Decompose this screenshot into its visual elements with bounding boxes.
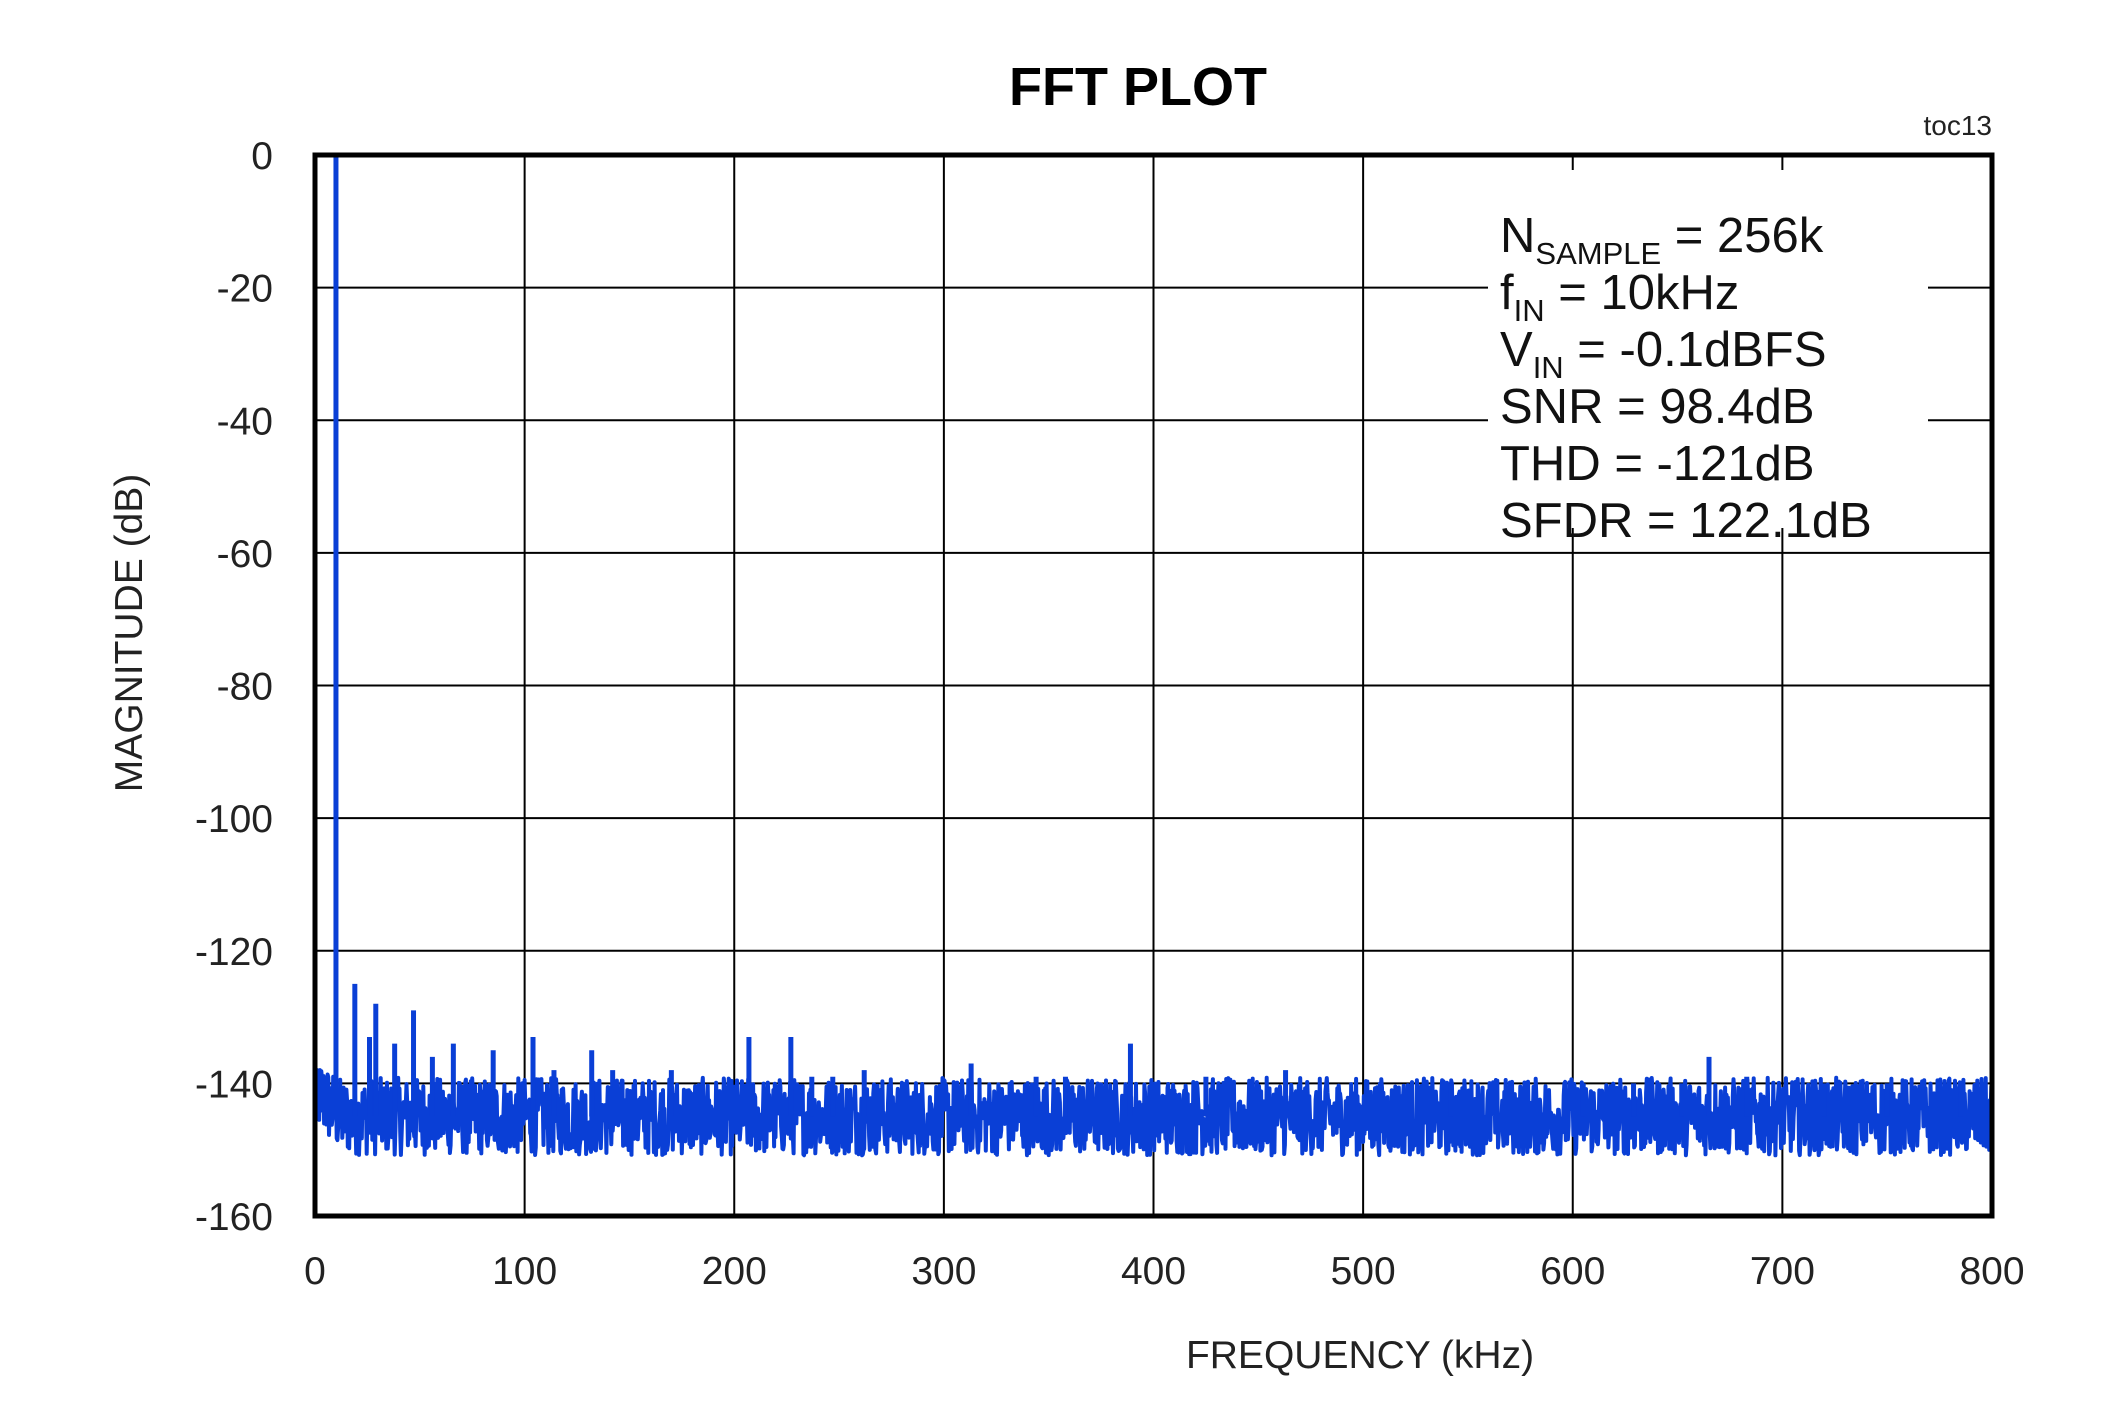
y-tick-label: -100 <box>195 798 273 841</box>
x-tick-label: 0 <box>304 1250 326 1293</box>
annotation-line: THD = -121dB <box>1500 437 1815 491</box>
fft-series <box>313 155 1994 1158</box>
y-tick-label: -20 <box>217 268 273 311</box>
annotation-background <box>1488 170 1928 528</box>
x-tick-label: 700 <box>1750 1250 1815 1293</box>
y-axis-ticks: 0 -20 -40 -60 -80 -100 -120 -140 -160 <box>195 135 273 1239</box>
y-tick-label: -60 <box>217 533 273 576</box>
annotation-line: fIN = 10kHz <box>1500 266 1739 328</box>
y-tick-label: -40 <box>217 400 273 443</box>
annotation-line: SFDR = 122.1dB <box>1500 494 1872 548</box>
x-tick-label: 600 <box>1540 1250 1605 1293</box>
x-axis-ticks: 0 100 200 300 400 500 600 700 800 <box>304 1250 2024 1293</box>
figure-note: toc13 <box>1924 110 1993 141</box>
x-tick-label: 300 <box>911 1250 976 1293</box>
annotation-line: VIN = -0.1dBFS <box>1500 323 1827 385</box>
x-tick-label: 500 <box>1331 1250 1396 1293</box>
x-tick-label: 100 <box>492 1250 557 1293</box>
y-axis-label: MAGNITUDE (dB) <box>108 474 151 793</box>
x-axis-label: FREQUENCY (kHz) <box>1186 1334 1534 1377</box>
x-tick-label: 400 <box>1121 1250 1186 1293</box>
y-tick-label: -120 <box>195 931 273 974</box>
annotation-line: SNR = 98.4dB <box>1500 380 1815 434</box>
chart-title: FFT PLOT <box>1009 57 1267 117</box>
plot-frame <box>312 152 1995 1219</box>
x-tick-label: 200 <box>702 1250 767 1293</box>
y-tick-label: -140 <box>195 1063 273 1106</box>
x-tick-label: 800 <box>1959 1250 2024 1293</box>
annotation-line: NSAMPLE = 256k <box>1500 209 1824 271</box>
y-tick-label: -80 <box>217 666 273 709</box>
y-tick-label: 0 <box>251 135 273 178</box>
y-tick-label: -160 <box>195 1196 273 1239</box>
noise-floor-trace <box>313 1068 1994 1158</box>
